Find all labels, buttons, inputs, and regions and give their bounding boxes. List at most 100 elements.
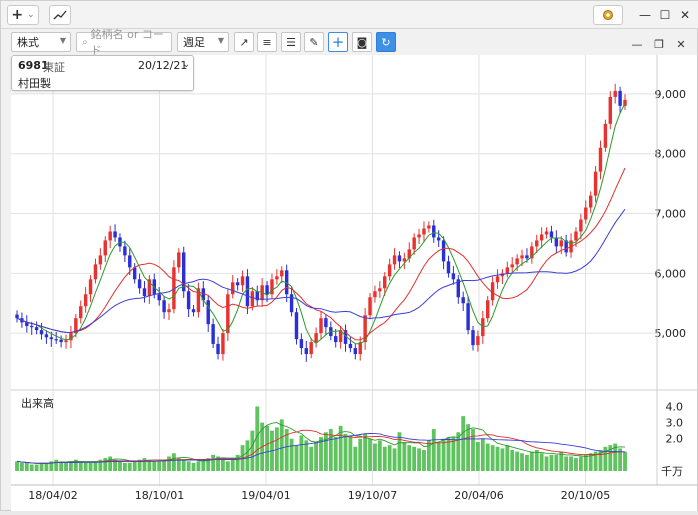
candle-body bbox=[98, 255, 103, 265]
volume-bar bbox=[603, 446, 608, 471]
ma-long-line bbox=[16, 208, 626, 334]
fib-icon: ☰ bbox=[286, 35, 296, 49]
volume-bar bbox=[191, 462, 196, 471]
price-chart[interactable]: 18/04/02 18/10/01 19/04/01 19/10/07 20/04/06… bbox=[11, 55, 697, 511]
volume-bar bbox=[265, 425, 269, 471]
candle-body bbox=[476, 336, 480, 346]
candle-body bbox=[245, 276, 250, 307]
volume-ma-mid-line bbox=[16, 429, 625, 464]
chart-type-button[interactable] bbox=[49, 5, 71, 25]
candle-body bbox=[539, 234, 544, 241]
candle-body bbox=[456, 279, 461, 298]
chart-icon bbox=[53, 10, 67, 20]
volume-bar bbox=[24, 462, 29, 471]
symbol-search-input[interactable]: ⌕ 銘柄名 or コード bbox=[76, 28, 172, 57]
search-placeholder: 銘柄名 or コード bbox=[90, 28, 164, 57]
candle-body bbox=[549, 231, 554, 238]
candle-body bbox=[520, 255, 524, 259]
add-chart-button[interactable]: + ⌄ bbox=[7, 5, 39, 25]
stock-code: 6981 bbox=[18, 59, 49, 72]
chart-area[interactable]: 18/04/02 18/10/01 19/04/01 19/10/07 20/04/06… bbox=[11, 55, 697, 511]
candle-body bbox=[343, 330, 348, 344]
volume-bar bbox=[358, 438, 363, 471]
pane-close-button[interactable]: ✕ bbox=[676, 37, 686, 51]
crosshair-tool[interactable]: + bbox=[328, 32, 348, 52]
candle-body bbox=[240, 276, 245, 286]
volume-bar bbox=[59, 462, 64, 471]
volume-bar bbox=[69, 461, 73, 471]
candle-body bbox=[574, 231, 578, 241]
volume-bar bbox=[417, 448, 421, 471]
close-button[interactable]: ✕ bbox=[679, 8, 691, 22]
candle-body bbox=[481, 318, 485, 337]
x-tick-label: 20/04/06 bbox=[454, 489, 503, 502]
pane-restore-button[interactable]: ❐ bbox=[654, 37, 664, 51]
candle-body bbox=[333, 336, 338, 343]
ma-short-line bbox=[16, 103, 626, 345]
volume-bar bbox=[500, 448, 505, 471]
candle-body bbox=[59, 339, 63, 343]
screenshot-tool[interactable]: ◙ bbox=[352, 32, 372, 52]
minimize-button[interactable]: — bbox=[639, 8, 651, 22]
volume-ma-short-line bbox=[16, 422, 626, 465]
candle-body bbox=[235, 282, 240, 286]
maximize-button[interactable]: ☐ bbox=[659, 8, 671, 22]
candle-body bbox=[422, 228, 426, 235]
candle-body bbox=[113, 231, 117, 238]
volume-bar bbox=[554, 454, 559, 471]
candle-body bbox=[441, 240, 446, 262]
candle-body bbox=[181, 252, 186, 292]
volume-bar bbox=[515, 451, 520, 471]
refresh-button[interactable]: ↻ bbox=[376, 32, 396, 52]
period-select[interactable]: 週足 ▼ bbox=[177, 32, 229, 52]
volume-bar bbox=[529, 451, 534, 471]
stock-date: 20/12/21 bbox=[138, 59, 188, 72]
market-select[interactable]: 株式 ▼ bbox=[11, 32, 71, 52]
fib-tool[interactable]: ☰ bbox=[281, 32, 301, 52]
pane-minimize-button[interactable]: — bbox=[631, 37, 643, 51]
chevron-down-icon[interactable]: ⌄ bbox=[182, 59, 191, 70]
candle-body bbox=[29, 325, 34, 328]
candle-body bbox=[584, 207, 588, 220]
volume-bar bbox=[525, 454, 529, 471]
candle-body bbox=[186, 291, 191, 310]
volume-bar bbox=[78, 461, 83, 471]
candle-body bbox=[505, 267, 510, 274]
volume-bar bbox=[294, 445, 299, 471]
candle-body bbox=[137, 279, 142, 289]
settings-button[interactable] bbox=[593, 5, 623, 25]
candle-body bbox=[83, 294, 88, 307]
pen-tool[interactable]: ✎ bbox=[304, 32, 324, 52]
volume-bar bbox=[392, 448, 397, 471]
volume-bar bbox=[451, 437, 456, 471]
volume-bar bbox=[471, 429, 475, 471]
candle-body bbox=[147, 279, 152, 297]
volume-bar bbox=[230, 458, 235, 471]
candle-body bbox=[123, 246, 127, 256]
volume-bar bbox=[137, 459, 142, 471]
trend-line-icon: ↗ bbox=[239, 35, 249, 49]
candle-body bbox=[216, 343, 220, 355]
volume-bar bbox=[250, 430, 255, 471]
volume-bar bbox=[235, 454, 240, 471]
trend-line-tool[interactable]: ↗ bbox=[234, 32, 254, 52]
volume-bar bbox=[608, 445, 613, 471]
volume-bar bbox=[157, 461, 162, 471]
chevron-down-icon: ⌄ bbox=[27, 10, 35, 20]
candle-body bbox=[564, 240, 568, 253]
candle-body bbox=[250, 291, 255, 307]
candle-body bbox=[446, 261, 451, 274]
volume-bar bbox=[64, 462, 68, 471]
volume-bar bbox=[211, 454, 216, 471]
camera-icon: ◙ bbox=[356, 35, 368, 49]
volume-bar bbox=[466, 424, 471, 471]
volume-bar bbox=[54, 459, 59, 471]
volume-bar bbox=[225, 461, 230, 471]
candle-body bbox=[206, 300, 210, 325]
candle-body bbox=[93, 264, 98, 280]
chevron-down-icon: ▼ bbox=[59, 36, 66, 45]
horizontal-line-tool[interactable]: ≡ bbox=[257, 32, 277, 52]
x-tick-label: 19/10/07 bbox=[348, 489, 397, 502]
volume-bar bbox=[495, 446, 500, 471]
candle-body bbox=[432, 225, 436, 238]
